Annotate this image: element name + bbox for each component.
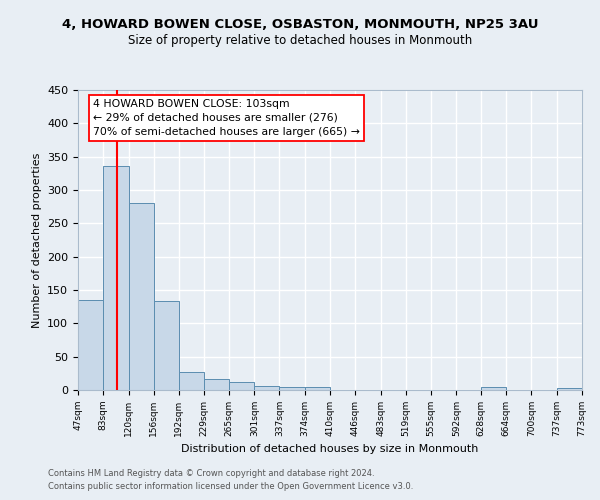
Bar [305,386,330,390]
Bar [154,300,179,390]
Text: 4 HOWARD BOWEN CLOSE: 103sqm
← 29% of detached houses are smaller (276)
70% of s: 4 HOWARD BOWEN CLOSE: 103sqm ← 29% of de… [93,99,360,137]
Text: Contains public sector information licensed under the Open Government Licence v3: Contains public sector information licen… [48,482,413,491]
Y-axis label: Number of detached properties: Number of detached properties [32,152,41,328]
X-axis label: Distribution of detached houses by size in Monmouth: Distribution of detached houses by size … [181,444,479,454]
Text: Contains HM Land Registry data © Crown copyright and database right 2024.: Contains HM Land Registry data © Crown c… [48,468,374,477]
Bar [481,388,506,390]
Bar [280,386,305,390]
Bar [78,300,103,390]
Bar [103,166,128,390]
Text: Size of property relative to detached houses in Monmouth: Size of property relative to detached ho… [128,34,472,47]
Bar [205,378,229,390]
Bar [229,382,254,390]
Text: 4, HOWARD BOWEN CLOSE, OSBASTON, MONMOUTH, NP25 3AU: 4, HOWARD BOWEN CLOSE, OSBASTON, MONMOUT… [62,18,538,30]
Bar [128,202,154,390]
Bar [557,388,582,390]
Bar [254,386,280,390]
Bar [179,372,205,390]
